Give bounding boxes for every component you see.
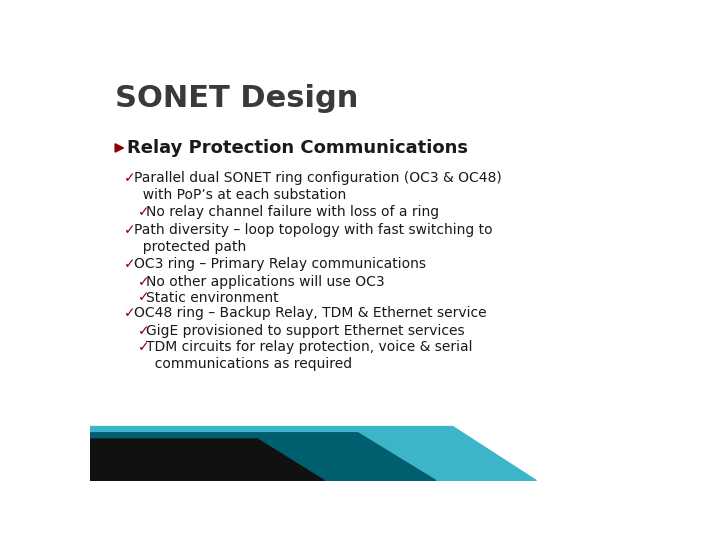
Text: ✓: ✓ (138, 324, 149, 338)
Text: Relay Protection Communications: Relay Protection Communications (127, 139, 469, 157)
Polygon shape (90, 439, 324, 481)
Text: OC48 ring – Backup Relay, TDM & Ethernet service: OC48 ring – Backup Relay, TDM & Ethernet… (133, 306, 486, 320)
Text: GigE provisioned to support Ethernet services: GigE provisioned to support Ethernet ser… (146, 324, 465, 338)
Polygon shape (115, 144, 124, 152)
Text: ✓: ✓ (124, 257, 135, 271)
Text: ✓: ✓ (124, 171, 135, 185)
Text: SONET Design: SONET Design (115, 84, 359, 112)
Text: ✓: ✓ (138, 205, 149, 219)
Text: Parallel dual SONET ring configuration (OC3 & OC48)
  with PoP’s at each substat: Parallel dual SONET ring configuration (… (133, 171, 501, 201)
Text: ✓: ✓ (138, 275, 149, 289)
Text: TDM circuits for relay protection, voice & serial
  communications as required: TDM circuits for relay protection, voice… (146, 340, 473, 371)
Text: Static environment: Static environment (146, 291, 279, 305)
Text: No relay channel failure with loss of a ring: No relay channel failure with loss of a … (146, 205, 439, 219)
Text: OC3 ring – Primary Relay communications: OC3 ring – Primary Relay communications (133, 257, 426, 271)
Text: ✓: ✓ (124, 223, 135, 237)
Text: ✓: ✓ (124, 306, 135, 320)
Text: Path diversity – loop topology with fast switching to
  protected path: Path diversity – loop topology with fast… (133, 223, 492, 254)
Polygon shape (90, 433, 436, 481)
Text: ✓: ✓ (138, 340, 149, 354)
Polygon shape (90, 427, 536, 481)
Text: No other applications will use OC3: No other applications will use OC3 (146, 275, 385, 289)
Text: ✓: ✓ (138, 291, 149, 305)
